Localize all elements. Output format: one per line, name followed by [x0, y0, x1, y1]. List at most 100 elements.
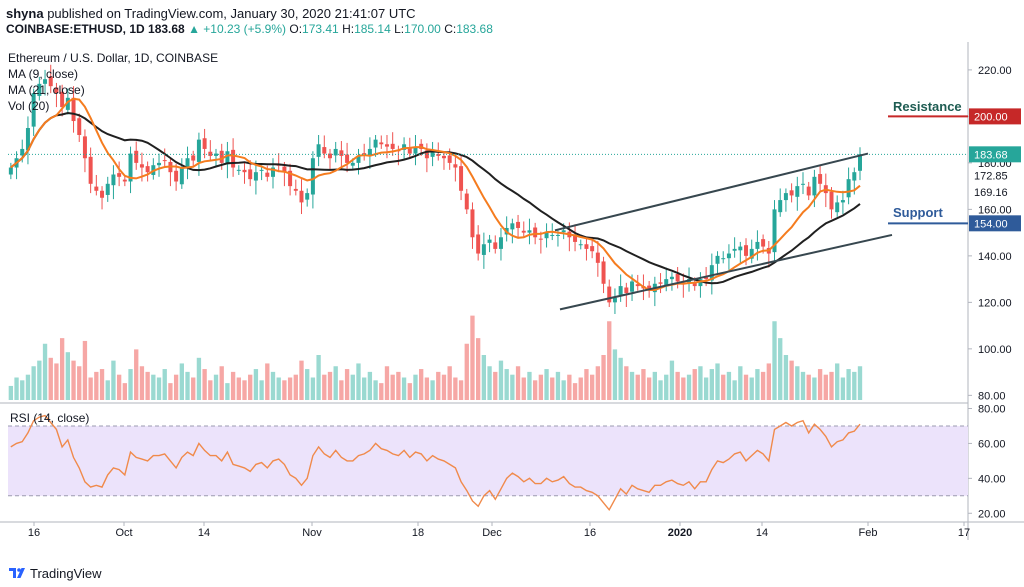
candle-body[interactable] [533, 227, 538, 238]
candle-body[interactable] [282, 166, 287, 173]
candle-body[interactable] [259, 169, 264, 171]
candle-body[interactable] [476, 234, 481, 254]
candle-body[interactable] [755, 241, 760, 249]
candle-body[interactable] [806, 186, 811, 196]
candle-body[interactable] [71, 97, 76, 122]
candle-body[interactable] [761, 239, 766, 247]
candle-body[interactable] [248, 169, 253, 180]
candle-body[interactable] [840, 200, 845, 203]
candle-body[interactable] [846, 179, 851, 198]
candle-body[interactable] [459, 166, 464, 191]
candle-body[interactable] [601, 261, 606, 284]
candle-body[interactable] [407, 147, 412, 154]
rsi-legend[interactable]: RSI (14, close) [10, 411, 89, 425]
candle-body[interactable] [612, 297, 617, 303]
candle-body[interactable] [350, 162, 355, 166]
candle-body[interactable] [219, 150, 224, 163]
candle-body[interactable] [778, 200, 783, 213]
candle-body[interactable] [470, 209, 475, 238]
candle-body[interactable] [345, 154, 350, 163]
candle-body[interactable] [590, 246, 595, 252]
candle-body[interactable] [88, 156, 93, 184]
candle-body[interactable] [544, 232, 549, 239]
candle-body[interactable] [801, 183, 806, 185]
candle-body[interactable] [721, 258, 726, 260]
candle-body[interactable] [65, 97, 70, 110]
candle-body[interactable] [573, 235, 578, 242]
price-axis[interactable]: 220.00200.00180.00160.00140.00120.00100.… [968, 65, 1021, 520]
candle-body[interactable] [384, 144, 389, 147]
candle-body[interactable] [555, 234, 560, 236]
candle-body[interactable] [436, 154, 441, 156]
lower-trendline[interactable] [559, 233, 893, 311]
candle-body[interactable] [94, 186, 99, 191]
upper-trendline[interactable] [554, 152, 869, 232]
candle-body[interactable] [664, 279, 669, 287]
candle-body[interactable] [550, 234, 555, 236]
candle-body[interactable] [635, 284, 640, 287]
candle-body[interactable] [390, 143, 395, 149]
trendlines[interactable] [554, 115, 968, 311]
candle-body[interactable] [60, 91, 65, 108]
candle-body[interactable] [305, 193, 310, 200]
candle-body[interactable] [225, 151, 230, 165]
candle-body[interactable] [8, 167, 13, 175]
candle-body[interactable] [322, 147, 327, 154]
candle-body[interactable] [122, 179, 127, 182]
candle-body[interactable] [316, 144, 321, 157]
candle-body[interactable] [77, 118, 82, 135]
candle-body[interactable] [744, 245, 749, 256]
candle-body[interactable] [584, 244, 589, 249]
candle-body[interactable] [738, 246, 743, 251]
candle-body[interactable] [789, 190, 794, 196]
candle-body[interactable] [191, 155, 196, 161]
candle-body[interactable] [783, 193, 788, 201]
candle-body[interactable] [310, 158, 315, 195]
candle-body[interactable] [493, 242, 498, 249]
candle-body[interactable] [704, 276, 709, 280]
candle-body[interactable] [795, 186, 800, 197]
candle-body[interactable] [373, 139, 378, 148]
time-axis[interactable]: 16 Oct 14 Nov 18 Dec 16 2020 14 Feb 17 [28, 522, 970, 539]
candle-body[interactable] [829, 191, 834, 210]
candle-body[interactable] [202, 138, 207, 149]
candle-body[interactable] [669, 276, 674, 280]
candle-body[interactable] [242, 169, 247, 173]
candle-body[interactable] [43, 79, 48, 84]
candle-body[interactable] [430, 151, 435, 157]
candle-body[interactable] [424, 150, 429, 159]
candle-body[interactable] [37, 83, 42, 96]
candle-body[interactable] [726, 253, 731, 259]
candle-body[interactable] [595, 252, 600, 263]
candle-body[interactable] [299, 190, 304, 203]
candle-body[interactable] [179, 167, 184, 185]
candle-body[interactable] [31, 93, 36, 127]
candle-body[interactable] [339, 150, 344, 156]
candle-body[interactable] [162, 160, 167, 162]
candle-body[interactable] [356, 155, 361, 163]
candle-body[interactable] [578, 244, 583, 246]
candle-body[interactable] [174, 170, 179, 182]
candle-body[interactable] [139, 164, 144, 168]
candle-body[interactable] [402, 144, 407, 150]
candle-body[interactable] [117, 173, 122, 177]
candle-body[interactable] [271, 167, 275, 177]
candle-body[interactable] [772, 209, 777, 253]
candle-body[interactable] [379, 142, 384, 145]
candle-body[interactable] [265, 172, 270, 177]
candle-body[interactable] [698, 279, 703, 287]
candle-body[interactable] [54, 87, 59, 94]
candle-body[interactable] [709, 265, 714, 281]
candle-body[interactable] [25, 128, 30, 151]
candle-body[interactable] [185, 158, 190, 168]
candle-body[interactable] [852, 172, 857, 181]
candle-body[interactable] [105, 183, 110, 195]
candle-body[interactable] [630, 281, 635, 292]
candle-body[interactable] [441, 155, 446, 159]
candle-body[interactable] [231, 149, 236, 168]
ma9-legend[interactable]: MA (9, close) [8, 67, 78, 81]
candle-body[interactable] [521, 230, 526, 233]
candle-body[interactable] [692, 281, 697, 287]
ma21-legend[interactable]: MA (21, close) [8, 83, 85, 97]
candles[interactable] [8, 64, 862, 314]
